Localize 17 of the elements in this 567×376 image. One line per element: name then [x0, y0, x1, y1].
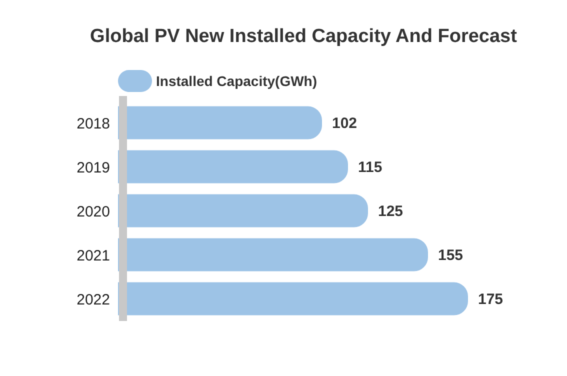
bar [118, 106, 322, 140]
y-tick-label: 2022 [76, 291, 110, 308]
data-label: 115 [358, 159, 382, 176]
y-tick-label: 2019 [76, 159, 110, 176]
bar [118, 194, 368, 228]
bar [118, 150, 348, 184]
bar [118, 238, 428, 272]
data-label: 155 [438, 247, 464, 264]
y-tick-label: 2021 [76, 247, 110, 264]
y-tick-label: 2018 [76, 115, 110, 132]
legend-label: Installed Capacity(GWh) [156, 73, 318, 89]
chart-title: Global PV New Installed Capacity And Forecast [89, 25, 518, 49]
data-label: 102 [332, 115, 358, 132]
data-label: 175 [478, 291, 504, 308]
bar [118, 282, 468, 316]
data-label: 125 [378, 203, 404, 220]
y-tick-label: 2020 [76, 203, 110, 220]
